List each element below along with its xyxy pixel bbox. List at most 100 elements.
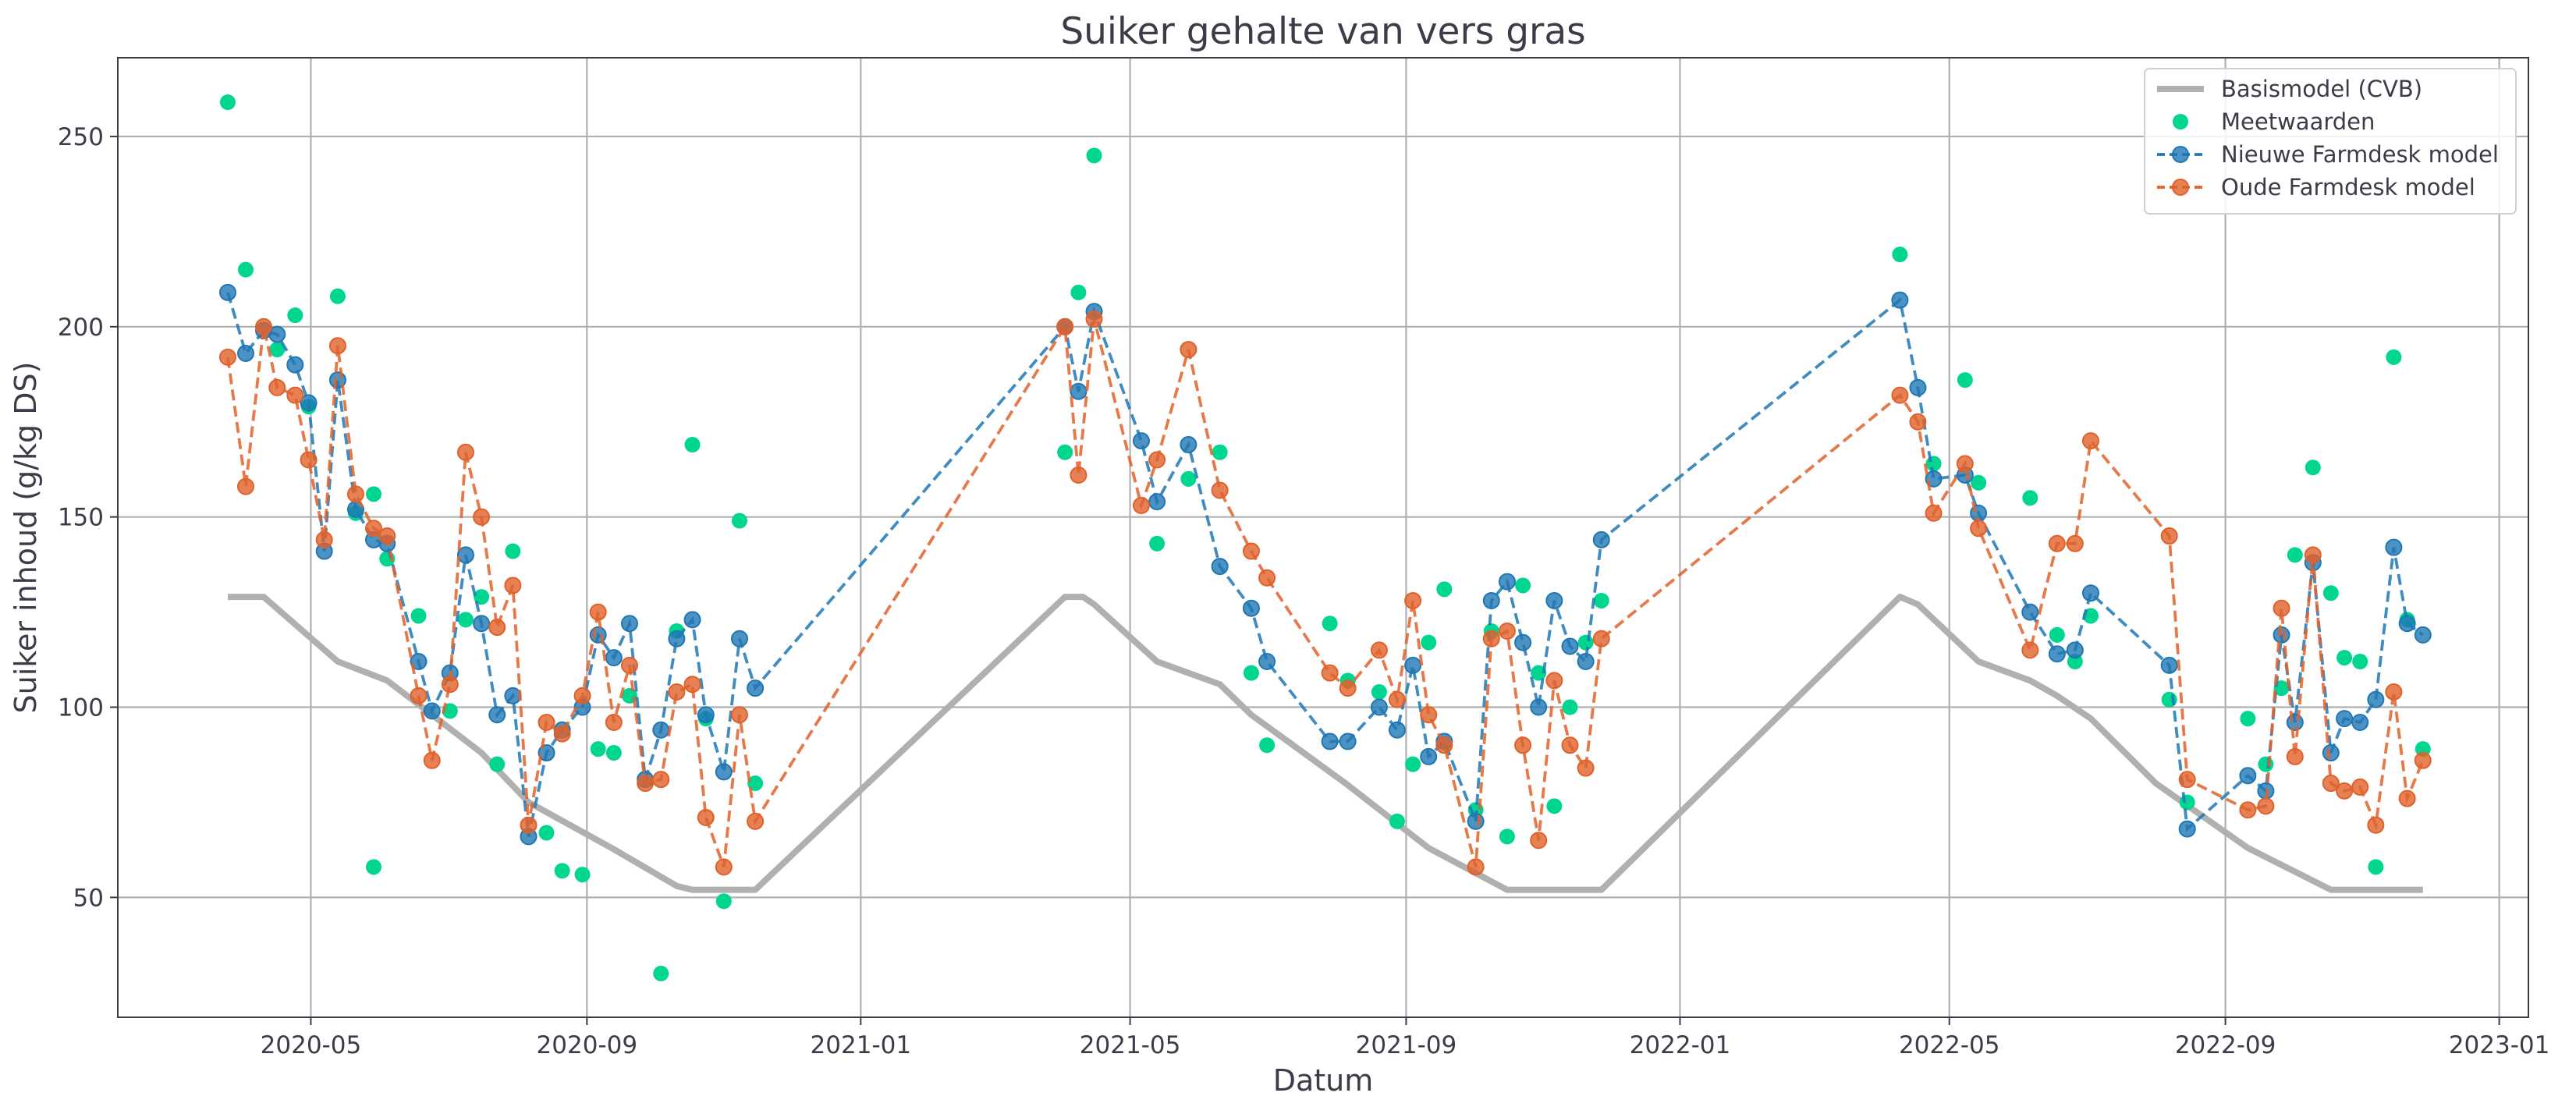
model-point: [1321, 664, 1339, 682]
measurement-point: [2240, 711, 2256, 727]
model-point: [2414, 626, 2432, 644]
model-point: [2351, 714, 2369, 732]
model-point: [1891, 291, 1909, 309]
legend-label: Basismodel (CVB): [2221, 76, 2422, 102]
model-point: [605, 714, 623, 732]
model-point: [2322, 744, 2340, 762]
legend-entry: Meetwaarden: [2173, 108, 2375, 135]
legend-entry: Oude Farmdesk model: [2157, 174, 2475, 200]
model-point: [1370, 698, 1388, 716]
model-point: [1258, 652, 1276, 670]
model-point: [423, 751, 441, 769]
model-point: [1891, 386, 1909, 404]
measurement-point: [2049, 626, 2065, 643]
measurement-point: [2368, 859, 2384, 875]
legend: Basismodel (CVB) Meetwaarden Nieuwe Farmde…: [2144, 68, 2517, 215]
model-point: [715, 858, 733, 876]
model-point: [268, 378, 286, 396]
measurement-point: [1925, 456, 1942, 472]
measurement-point: [489, 756, 506, 772]
measurement-point: [554, 863, 570, 879]
model-point: [2286, 714, 2304, 732]
model-point: [1530, 832, 1548, 850]
model-point: [218, 283, 236, 301]
legend-label: Nieuwe Farmdesk model: [2221, 141, 2499, 168]
measurement-point: [1180, 470, 1197, 487]
measurement-point: [1389, 813, 1405, 829]
model-point: [1211, 481, 1229, 499]
ticks: 50 100 150 200 250 2020-05 2020-09 2021-01 2021-…: [58, 123, 2550, 1059]
measurement-point: [269, 342, 286, 358]
model-point: [2081, 584, 2099, 602]
model-point: [2178, 771, 2196, 789]
y-axis-label: Suiker inhoud (g/kg DS): [9, 362, 43, 714]
model-point: [2239, 767, 2257, 785]
measurement-point: [1531, 665, 1547, 681]
model-point: [1545, 672, 1563, 690]
legend-marker-swatch: [2173, 114, 2188, 129]
measurement-point: [287, 307, 303, 324]
model-point: [218, 348, 236, 366]
model-point: [410, 686, 428, 704]
model-point: [1420, 747, 1438, 765]
model-point: [1435, 736, 1453, 754]
model-point: [1420, 706, 1438, 724]
model-point: [2414, 751, 2432, 769]
measurement-point: [2022, 490, 2038, 506]
model-point: [1514, 736, 1532, 754]
model-point: [589, 603, 607, 621]
measurement-point: [2179, 794, 2195, 811]
measurement-point: [731, 513, 747, 529]
model-point: [1498, 573, 1516, 591]
measurement-point: [1515, 577, 1531, 594]
model-point: [1577, 652, 1595, 670]
model-point: [668, 683, 686, 701]
model-point: [2336, 782, 2354, 800]
measurement-point: [1086, 147, 1102, 164]
measurement-point: [505, 543, 521, 559]
measurement-point: [329, 288, 346, 304]
measurement-point: [653, 965, 669, 981]
measurement-point: [1259, 737, 1276, 754]
x-tick-label: 2023-01: [2449, 1031, 2550, 1059]
model-point: [1180, 341, 1198, 359]
model-point: [2273, 599, 2290, 617]
model-point: [2160, 527, 2178, 545]
y-tick-label: 200: [58, 314, 104, 342]
model-point: [1211, 558, 1229, 576]
measurement-point: [2386, 349, 2402, 365]
measurement-point: [590, 741, 606, 757]
model-point: [1070, 467, 1088, 484]
measurement-point: [1546, 798, 1563, 814]
measurement-point: [715, 893, 732, 910]
measurement-point: [219, 94, 236, 111]
model-point: [1070, 382, 1088, 400]
model-point: [2021, 603, 2039, 621]
x-tick-label: 2020-05: [261, 1031, 362, 1059]
measurement-point: [2305, 459, 2321, 476]
measurement-point: [2336, 650, 2353, 666]
model-point: [286, 356, 304, 374]
model-point: [1339, 733, 1357, 750]
measurement-point: [605, 745, 622, 761]
model-point: [1132, 497, 1150, 515]
legend-entry: Basismodel (CVB): [2157, 76, 2422, 102]
model-point: [1321, 733, 1339, 750]
model-point: [1577, 759, 1595, 777]
model-point: [620, 615, 638, 633]
model-point: [504, 577, 522, 594]
model-point: [1530, 698, 1548, 716]
measurement-point: [2287, 547, 2303, 563]
model-point: [1148, 451, 1166, 469]
measurement-point: [1957, 372, 1973, 388]
model-point: [652, 771, 670, 789]
x-tick-label: 2021-09: [1356, 1031, 1457, 1059]
model-point: [1056, 318, 1074, 335]
measurement-point: [237, 261, 254, 278]
model-point: [2367, 690, 2385, 708]
x-tick-label: 2022-09: [2175, 1031, 2276, 1059]
model-point: [488, 706, 506, 724]
plot-area: [218, 94, 2432, 981]
model-point: [1561, 637, 1579, 655]
